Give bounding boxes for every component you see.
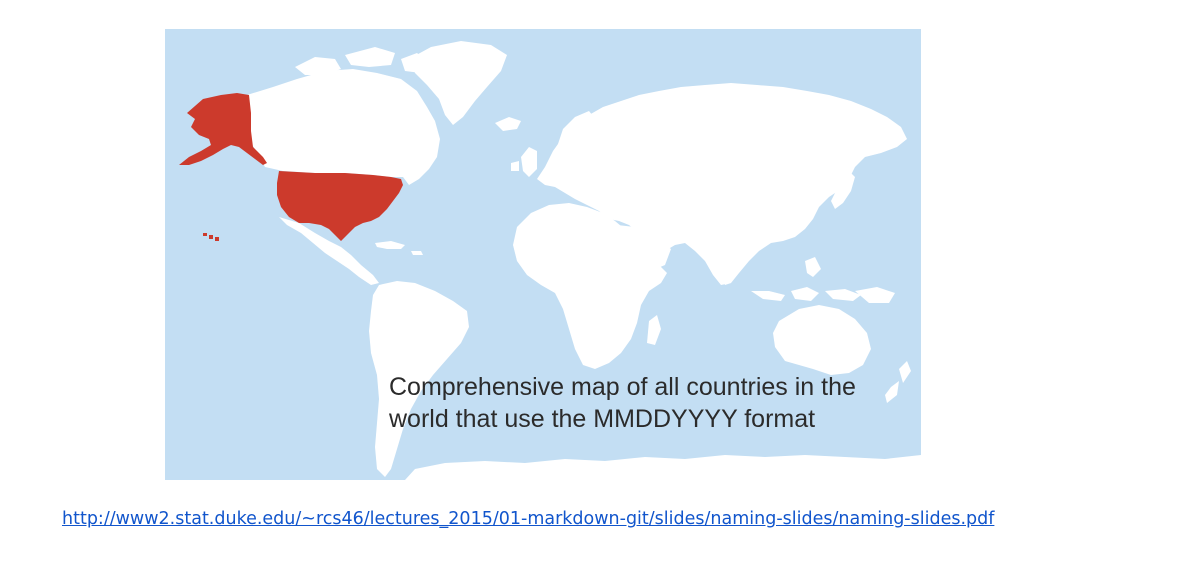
new-guinea-land [855, 287, 895, 303]
map-caption: Comprehensive map of all countries in th… [389, 371, 909, 435]
world-map: Comprehensive map of all countries in th… [165, 29, 921, 480]
iceland-land [495, 117, 521, 131]
canada-land [245, 69, 440, 185]
antarctica-land [405, 455, 921, 480]
eurasia-land [537, 83, 907, 285]
australia-land [773, 305, 871, 375]
caribbean-islands [375, 241, 423, 255]
greenland-land [409, 41, 507, 125]
usa-contiguous-region [277, 171, 403, 241]
sri-lanka-land [723, 275, 731, 285]
arctic-islands [295, 47, 429, 75]
map-caption-line1: Comprehensive map of all countries in th… [389, 373, 856, 401]
arabia-land [617, 225, 671, 271]
madagascar-land [647, 315, 661, 345]
indonesia-land [751, 257, 861, 301]
source-link[interactable]: http://www2.stat.duke.edu/~rcs46/lecture… [62, 509, 995, 529]
japan-land [831, 171, 855, 209]
uk-land [511, 147, 537, 177]
scandinavia-land [557, 111, 597, 155]
hawaii-region [203, 233, 219, 241]
mexico-land [279, 217, 379, 285]
south-america-land [369, 281, 469, 477]
alaska-region [179, 93, 267, 165]
map-caption-line2: world that use the MMDDYYYY format [389, 405, 816, 433]
new-zealand-land [885, 361, 911, 403]
